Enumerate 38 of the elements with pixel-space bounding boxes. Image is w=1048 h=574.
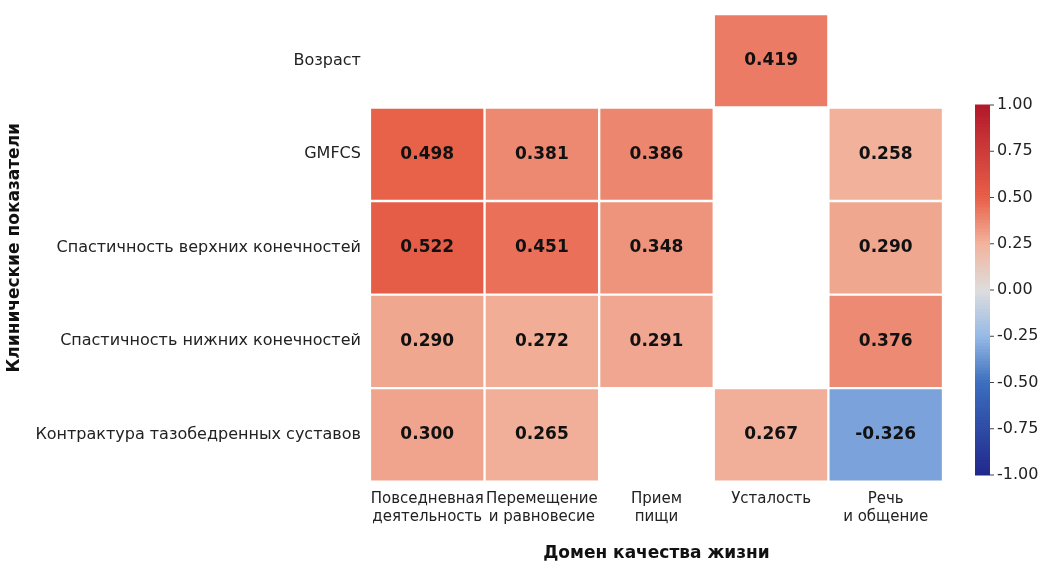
y-tick-label: Контрактура тазобедренных суставов	[35, 424, 361, 443]
color-bar-label: -1.00	[997, 464, 1039, 484]
data-label: 0.265	[514, 423, 569, 444]
data-label: 0.300	[400, 423, 455, 444]
color-bar-label: 0.75	[997, 140, 1033, 160]
data-label: 0.451	[514, 236, 569, 257]
color-bar-label: -0.50	[997, 371, 1039, 391]
x-tick-label: Прием пищи	[630, 489, 683, 526]
x-tick-label: Речь и общение	[843, 489, 929, 526]
y-tick-label: Возраст	[293, 49, 361, 69]
x-tick-label: Перемещение и равновесие	[485, 489, 598, 526]
x-axis-title: Домен качества жизни	[543, 542, 770, 563]
data-label: 0.381	[514, 142, 569, 163]
data-label: 0.272	[514, 329, 569, 350]
y-tick-label: GMFCS	[304, 143, 361, 163]
data-label: 0.258	[858, 142, 913, 163]
color-bar-label: 0.50	[997, 186, 1033, 206]
color-bar-label: -0.75	[997, 417, 1039, 437]
x-tick-label: Повседневная деятельность	[370, 489, 484, 526]
color-bar-label: 0.25	[997, 232, 1033, 252]
color-bar-label: -0.25	[997, 325, 1039, 345]
y-tick-label: Спастичность нижних конечностей	[60, 330, 361, 350]
color-bar-label: 1.00	[997, 94, 1033, 114]
y-axis-title: Клинические показатели	[2, 122, 23, 373]
data-label: 0.376	[858, 329, 913, 350]
data-label: 0.386	[629, 142, 684, 163]
data-label: 0.348	[629, 236, 684, 257]
data-label: 0.267	[744, 423, 798, 444]
data-label: 0.290	[858, 236, 913, 257]
data-label: 0.419	[744, 49, 798, 70]
x-tick-label: Усталость	[731, 489, 812, 508]
color-bar-label: 0.00	[997, 279, 1033, 299]
data-label: 0.522	[400, 236, 455, 257]
y-tick-label: Спастичность верхних конечностей	[56, 236, 361, 256]
data-label: 0.291	[629, 329, 684, 350]
data-label: 0.290	[400, 329, 455, 350]
data-label: 0.498	[400, 142, 455, 163]
data-label: -0.326	[855, 423, 917, 444]
